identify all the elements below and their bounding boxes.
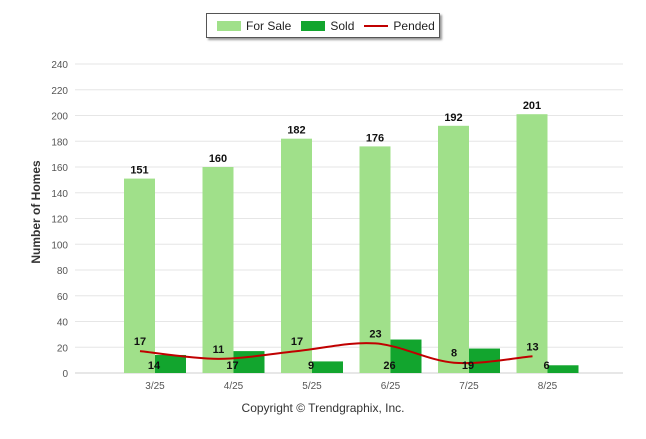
y-tick-label: 120 [51,215,68,226]
y-tick-label: 180 [51,137,68,148]
data-label-pended: 8 [451,348,457,360]
y-tick-label: 60 [57,292,69,303]
bar-sold [547,365,579,373]
bar-sold [312,361,343,373]
y-tick-label: 80 [57,266,69,277]
chart-legend: For Sale Sold Pended [206,13,440,38]
bar-sold [390,339,422,373]
data-label-sold: 6 [543,360,549,372]
y-tick-label: 0 [62,369,68,380]
bar-for-sale [359,146,391,373]
y-tick-label: 160 [51,163,68,174]
data-label-for-sale: 176 [366,132,384,144]
legend-swatch-sold [301,20,326,31]
data-label-for-sale: 192 [444,112,462,124]
x-tick-label: 5/25 [302,381,322,392]
data-label-for-sale: 182 [287,125,305,137]
legend-item-pended[interactable]: Pended [364,18,435,33]
x-tick-label: 4/25 [224,381,244,392]
legend-label-for-sale: For Sale [246,18,292,33]
legend-swatch-for-sale [217,20,241,31]
data-label-pended: 17 [291,336,303,348]
bar-sold [155,354,186,373]
x-tick-label: 8/25 [538,381,558,392]
bar-for-sale [202,167,234,373]
x-tick-label: 6/25 [381,381,401,392]
bar-for-sale [281,138,312,373]
data-label-pended: 17 [134,336,146,348]
data-label-pended: 11 [213,344,225,356]
data-label-sold: 9 [308,360,314,372]
data-label-for-sale: 160 [209,153,227,165]
data-label-sold: 14 [148,360,161,372]
y-tick-label: 220 [51,86,68,97]
legend-swatch-pended [364,24,389,27]
bar-for-sale [516,114,548,374]
x-tick-label: 3/25 [145,381,165,392]
data-label-pended: 23 [369,328,381,340]
y-tick-label: 20 [57,343,69,354]
data-label-sold: 19 [462,360,474,372]
data-label-for-sale: 151 [130,165,148,177]
bar-for-sale [438,125,469,373]
legend-item-for-sale[interactable]: For Sale [217,19,291,33]
y-axis-label: Number of Homes [29,160,43,264]
legend-item-sold[interactable]: Sold [301,19,354,33]
y-tick-label: 40 [57,318,69,329]
y-tick-label: 240 [51,60,68,71]
series-line-pended [139,342,533,365]
bar-for-sale [124,178,155,373]
data-label-sold: 26 [383,360,395,372]
y-tick-label: 200 [51,112,68,123]
data-label-for-sale: 201 [523,100,541,112]
data-label-pended: 13 [526,341,538,353]
legend-label-sold: Sold [330,18,355,33]
y-tick-label: 140 [51,189,68,200]
y-tick-label: 100 [51,240,68,251]
data-label-sold: 17 [226,360,238,372]
copyright-footer: Copyright © Trendgraphix, Inc. [241,401,405,415]
x-tick-label: 7/25 [459,381,479,392]
legend-label-pended: Pended [393,18,435,33]
